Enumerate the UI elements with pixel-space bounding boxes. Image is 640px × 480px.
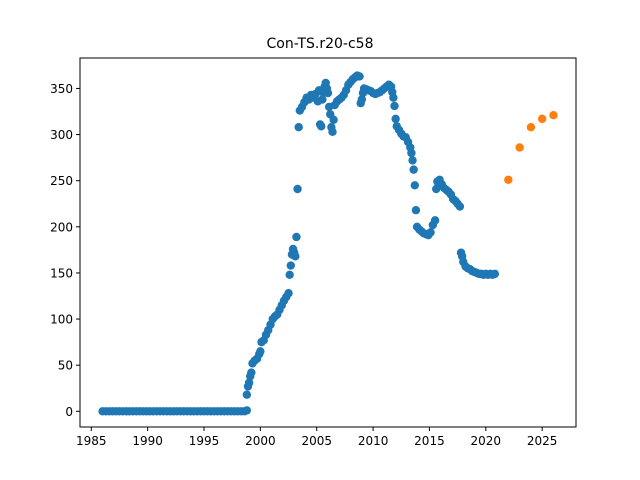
data-point — [426, 228, 435, 237]
data-point — [293, 184, 302, 194]
x-tick-label: 2025 — [527, 434, 558, 448]
x-tick-label: 2020 — [471, 434, 502, 448]
data-point — [355, 72, 364, 81]
data-point — [317, 122, 326, 131]
x-tick-label: 2000 — [245, 434, 276, 448]
data-point — [242, 390, 252, 399]
y-tick-label: 350 — [50, 82, 73, 96]
data-point — [390, 101, 399, 111]
data-point — [291, 252, 300, 261]
y-tick-label: 300 — [50, 128, 73, 142]
data-point — [256, 347, 265, 356]
data-point — [286, 261, 295, 270]
x-tick-label: 1990 — [132, 434, 163, 448]
data-point — [549, 110, 558, 120]
data-point — [407, 148, 416, 158]
y-tick-label: 0 — [65, 405, 73, 419]
x-axis: 1985 1990 1995 2000 2005 2010 2015 2020 2025 — [76, 427, 557, 448]
y-tick-label: 50 — [58, 359, 73, 373]
data-point — [247, 368, 256, 377]
y-tick-label: 200 — [50, 220, 73, 234]
data-point — [285, 270, 294, 279]
data-point — [430, 216, 440, 225]
data-points — [98, 71, 558, 416]
data-point — [526, 122, 536, 132]
data-point — [294, 122, 303, 132]
data-point — [292, 232, 301, 242]
x-tick-label: 1985 — [76, 434, 107, 448]
y-axis: 0 50 100 150 200 250 300 350 — [50, 82, 80, 419]
data-point — [391, 114, 400, 124]
data-point — [284, 289, 293, 298]
y-tick-label: 100 — [50, 313, 73, 327]
x-tick-label: 2005 — [301, 434, 332, 448]
plot-frame — [79, 57, 577, 428]
data-point — [515, 143, 524, 152]
data-point — [318, 95, 327, 104]
data-point — [408, 156, 417, 165]
y-tick-label: 150 — [50, 266, 73, 280]
data-point — [323, 88, 333, 98]
chart-title: Con-TS.r20-c58 — [266, 36, 373, 52]
data-point — [411, 206, 421, 215]
data-point — [329, 115, 338, 125]
data-point — [357, 95, 367, 104]
data-point — [432, 184, 441, 194]
data-point — [409, 165, 418, 174]
data-point — [242, 406, 252, 415]
data-point — [410, 181, 419, 190]
x-tick-label: 2015 — [414, 434, 445, 448]
x-tick-label: 1995 — [189, 434, 220, 448]
y-tick-label: 250 — [50, 174, 73, 188]
data-point — [490, 269, 500, 279]
x-tick-label: 2010 — [358, 434, 389, 448]
data-point — [328, 127, 337, 136]
data-point — [389, 93, 398, 102]
data-point — [455, 202, 465, 211]
data-point — [244, 378, 254, 387]
data-point — [537, 114, 547, 124]
data-point — [504, 175, 513, 184]
